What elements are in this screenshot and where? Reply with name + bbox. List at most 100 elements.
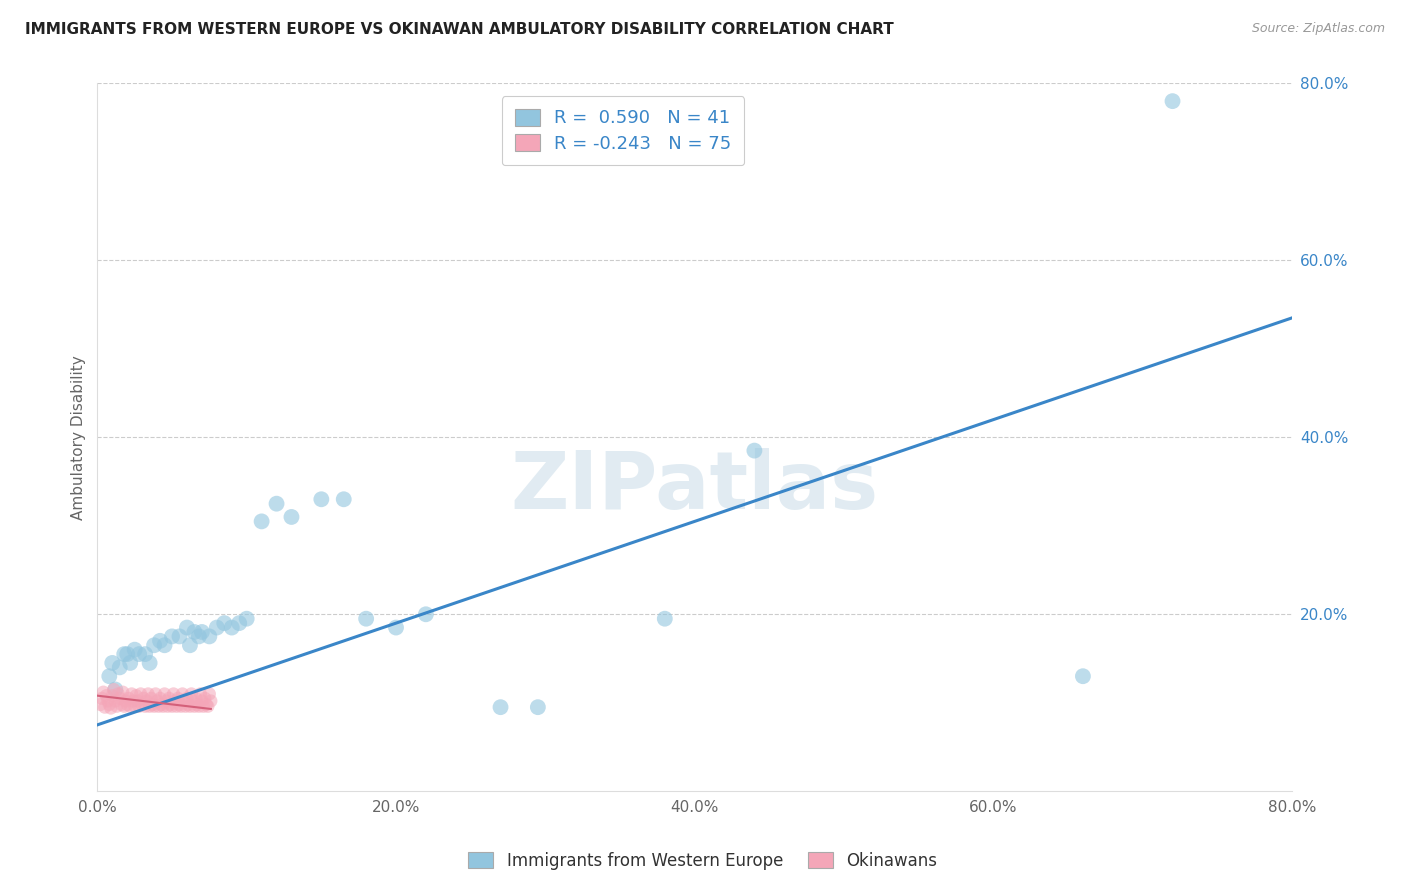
Point <box>179 638 201 652</box>
Point <box>89 698 111 712</box>
Point <box>149 633 172 648</box>
Point <box>157 691 180 706</box>
Point <box>194 691 217 706</box>
Point <box>125 689 148 703</box>
Point <box>114 694 136 708</box>
Point <box>100 701 122 715</box>
Point <box>90 691 112 706</box>
Point <box>115 698 138 712</box>
Point <box>177 698 200 712</box>
Point <box>169 698 191 712</box>
Point <box>184 691 207 706</box>
Point <box>195 698 218 712</box>
Point <box>159 698 181 712</box>
Point <box>266 497 288 511</box>
Point <box>174 699 197 714</box>
Point <box>104 694 127 708</box>
Point <box>744 443 766 458</box>
Point <box>91 685 114 699</box>
Point <box>98 669 121 683</box>
Y-axis label: Ambulatory Disability: Ambulatory Disability <box>72 355 86 520</box>
Point <box>160 699 183 714</box>
Point <box>107 687 129 701</box>
Point <box>197 699 219 714</box>
Point <box>193 699 215 714</box>
Point <box>1071 669 1094 683</box>
Point <box>152 699 174 714</box>
Point <box>169 629 191 643</box>
Point <box>138 699 160 714</box>
Point <box>105 699 128 714</box>
Point <box>527 700 550 714</box>
Point <box>311 492 333 507</box>
Point <box>108 691 131 706</box>
Point <box>145 687 167 701</box>
Point <box>110 698 132 712</box>
Point <box>134 699 156 714</box>
Point <box>150 698 173 712</box>
Point <box>111 685 134 699</box>
Point <box>173 694 195 708</box>
Point <box>176 691 198 706</box>
Point <box>101 689 124 703</box>
Point <box>103 682 125 697</box>
Point <box>155 694 177 708</box>
Point <box>98 698 121 712</box>
Point <box>166 699 188 714</box>
Point <box>179 699 201 714</box>
Text: Source: ZipAtlas.com: Source: ZipAtlas.com <box>1251 22 1385 36</box>
Legend: R =  0.590   N = 41, R = -0.243   N = 75: R = 0.590 N = 41, R = -0.243 N = 75 <box>502 96 744 165</box>
Point <box>181 694 204 708</box>
Point <box>205 621 228 635</box>
Point <box>160 629 183 643</box>
Point <box>143 638 166 652</box>
Point <box>97 694 120 708</box>
Point <box>183 624 205 639</box>
Point <box>1161 94 1184 108</box>
Point <box>136 687 159 701</box>
Point <box>120 699 142 714</box>
Point <box>176 621 198 635</box>
Point <box>183 699 205 714</box>
Point <box>250 515 273 529</box>
Point <box>162 687 184 701</box>
Point <box>332 492 354 507</box>
Point <box>280 510 302 524</box>
Point <box>131 698 153 712</box>
Point <box>200 694 222 708</box>
Point <box>198 629 221 643</box>
Legend: Immigrants from Western Europe, Okinawans: Immigrants from Western Europe, Okinawan… <box>461 846 945 877</box>
Point <box>139 691 162 706</box>
Point <box>146 694 169 708</box>
Point <box>156 699 179 714</box>
Point <box>149 691 172 706</box>
Point <box>124 699 146 714</box>
Point <box>186 698 208 712</box>
Point <box>142 698 165 712</box>
Point <box>128 699 150 714</box>
Point <box>190 687 212 701</box>
Point <box>172 687 194 701</box>
Point <box>354 612 377 626</box>
Point <box>112 699 135 714</box>
Point <box>214 616 236 631</box>
Point <box>112 647 135 661</box>
Point <box>180 687 202 701</box>
Point <box>94 700 117 714</box>
Text: IMMIGRANTS FROM WESTERN EUROPE VS OKINAWAN AMBULATORY DISABILITY CORRELATION CHA: IMMIGRANTS FROM WESTERN EUROPE VS OKINAW… <box>25 22 894 37</box>
Point <box>228 616 250 631</box>
Point <box>415 607 437 622</box>
Point <box>96 689 118 703</box>
Point <box>108 660 131 674</box>
Point <box>654 612 676 626</box>
Point <box>148 699 170 714</box>
Point <box>127 694 149 708</box>
Point <box>122 694 145 708</box>
Point <box>170 699 193 714</box>
Point <box>198 687 221 701</box>
Point <box>153 687 176 701</box>
Point <box>187 629 209 643</box>
Point <box>121 687 143 701</box>
Text: ZIPatlas: ZIPatlas <box>510 448 879 526</box>
Point <box>138 656 160 670</box>
